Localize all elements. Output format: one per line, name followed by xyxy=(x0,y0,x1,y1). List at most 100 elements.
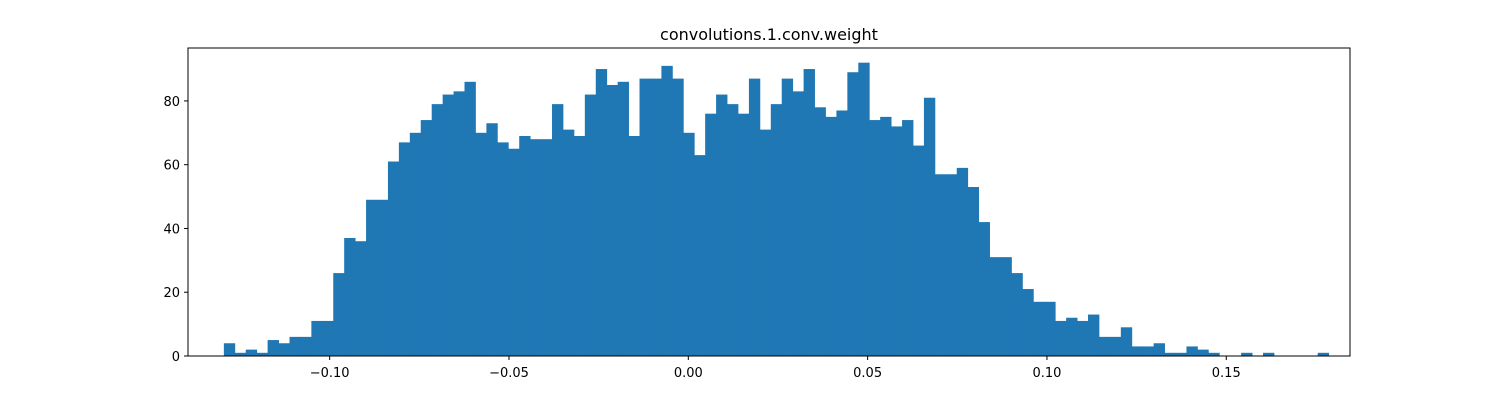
histogram-bar xyxy=(1164,352,1176,356)
plot-frame xyxy=(187,47,1351,357)
histogram-bar xyxy=(792,91,805,357)
histogram-bar xyxy=(781,78,794,357)
x-tick-label: −0.05 xyxy=(489,366,529,381)
histogram-bar xyxy=(869,120,881,356)
histogram-bar xyxy=(1033,301,1045,356)
histogram-bar xyxy=(464,81,476,357)
histogram-bar xyxy=(912,145,925,356)
histogram-bar xyxy=(814,107,826,356)
histogram-bar xyxy=(322,320,334,356)
histogram-bar xyxy=(333,273,345,356)
histogram-bar xyxy=(1022,289,1034,356)
histogram-bar xyxy=(956,167,969,356)
histogram-bar xyxy=(573,136,586,356)
y-tick-label: 80 xyxy=(163,95,180,110)
histogram-bar xyxy=(836,110,848,357)
x-tick-label: 0.10 xyxy=(1032,366,1061,381)
histogram-bar xyxy=(475,132,487,356)
histogram-bar xyxy=(442,94,454,357)
histogram-bar xyxy=(1011,273,1023,356)
histogram-bar xyxy=(683,132,695,356)
histogram-bar xyxy=(278,343,290,356)
histogram-bar xyxy=(694,155,706,356)
histogram-bar xyxy=(1186,346,1198,356)
histogram-bar xyxy=(650,78,662,357)
histogram-bar xyxy=(595,69,608,356)
histogram-bar xyxy=(716,94,728,357)
histogram-bar xyxy=(552,104,564,357)
histogram-bar xyxy=(519,136,531,356)
histogram-bar xyxy=(256,352,269,356)
histogram-bar xyxy=(300,336,312,356)
histogram-bar xyxy=(902,120,914,356)
histogram-bar xyxy=(366,199,378,356)
histogram-bar xyxy=(234,352,247,356)
x-tick-label: −0.10 xyxy=(310,366,350,381)
histogram-bar xyxy=(1208,352,1220,356)
histogram-bar xyxy=(672,78,684,357)
histogram-bar xyxy=(311,320,323,356)
histogram-bar xyxy=(825,116,837,357)
histogram-bar xyxy=(1066,317,1078,356)
x-tick-label: 0.00 xyxy=(674,366,703,381)
histogram-bar xyxy=(508,148,520,356)
histogram-bar xyxy=(409,132,422,356)
histogram-bar xyxy=(530,139,542,356)
x-tick-label: 0.05 xyxy=(853,366,882,381)
histogram-bar xyxy=(1317,352,1330,356)
histogram-bar xyxy=(945,174,958,356)
histogram-bar xyxy=(377,199,389,356)
y-tick-label: 60 xyxy=(163,159,180,174)
histogram-bar xyxy=(584,94,597,357)
histogram-bar xyxy=(486,123,498,356)
histogram-bar xyxy=(934,174,947,356)
x-tick-label: 0.15 xyxy=(1212,366,1241,381)
histogram-bar xyxy=(606,84,619,357)
histogram-bar xyxy=(639,78,651,357)
histogram-bar xyxy=(737,113,750,357)
histogram-bar xyxy=(847,72,859,356)
histogram-bar xyxy=(1263,352,1275,356)
histogram-bar xyxy=(562,129,575,356)
histogram-bar xyxy=(1055,320,1067,356)
histogram-bar xyxy=(727,104,739,357)
histogram-bar xyxy=(398,142,411,356)
histogram-bar xyxy=(803,69,815,356)
histogram-bar xyxy=(1109,336,1122,356)
histogram-bar xyxy=(923,97,936,357)
histogram-bar xyxy=(705,113,717,357)
histogram-bar xyxy=(344,238,356,356)
histogram-bar xyxy=(989,257,1001,356)
y-tick-label: 20 xyxy=(163,286,180,301)
histogram-bar xyxy=(1077,320,1089,356)
histogram-bar xyxy=(1120,327,1133,356)
histogram-bar xyxy=(858,62,870,357)
histogram-bar xyxy=(880,116,892,357)
histogram-bar xyxy=(355,241,367,356)
histogram-bar xyxy=(267,340,279,356)
histogram-bar xyxy=(891,126,903,357)
histogram-bar xyxy=(1175,352,1187,356)
y-tick-label: 40 xyxy=(163,222,180,237)
y-tick-label: 0 xyxy=(172,350,180,365)
histogram-bar xyxy=(978,222,990,356)
histogram-bar xyxy=(420,120,433,356)
histogram-bar xyxy=(1088,314,1100,356)
histogram-bar xyxy=(223,343,236,356)
histogram-bar xyxy=(453,91,465,357)
histogram-bar xyxy=(617,81,629,357)
y-axis: 0 20 40 60 80 xyxy=(163,95,188,365)
histogram-bar xyxy=(1131,346,1144,356)
histogram-bar xyxy=(1197,349,1209,356)
histogram-bar xyxy=(1044,301,1056,356)
chart-title: convolutions.1.conv.weight xyxy=(660,25,878,44)
histogram-bar xyxy=(1098,336,1111,356)
histogram-bar xyxy=(1241,352,1253,356)
histogram-bar xyxy=(770,104,783,357)
histogram-bar xyxy=(1000,257,1012,356)
histogram-bar xyxy=(245,349,258,356)
histogram-bar xyxy=(661,65,673,357)
histogram-bar xyxy=(1142,346,1155,356)
